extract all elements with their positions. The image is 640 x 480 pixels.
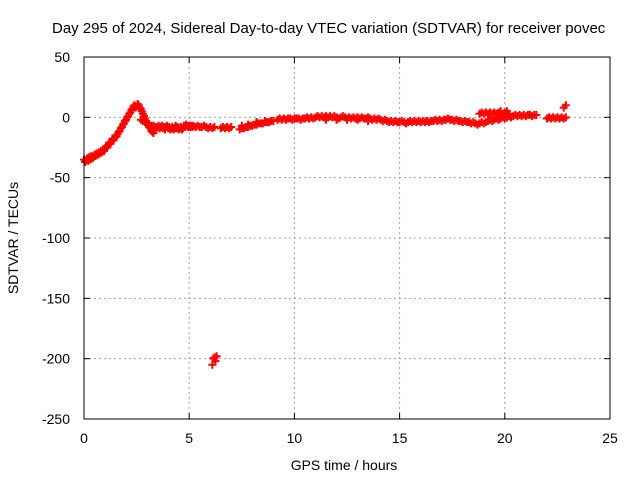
- data-point: [237, 121, 246, 130]
- y-tick-label: -150: [42, 290, 70, 306]
- data-point: [353, 115, 362, 124]
- chart-title: Day 295 of 2024, Sidereal Day-to-day VTE…: [52, 20, 606, 37]
- y-tick-label: -100: [42, 230, 70, 246]
- x-tick-label: 25: [602, 430, 618, 446]
- data-point: [212, 352, 221, 361]
- data-point: [252, 118, 261, 127]
- x-tick-label: 15: [392, 430, 408, 446]
- y-tick-label: -200: [42, 351, 70, 367]
- data-point: [561, 101, 570, 110]
- y-axis-label: SDTVAR / TECUs: [5, 182, 21, 294]
- data-point: [332, 115, 341, 124]
- data-point: [343, 115, 351, 124]
- x-tick-label: 10: [287, 430, 303, 446]
- data-point: [321, 115, 330, 124]
- x-tick-label: 5: [185, 430, 193, 446]
- x-tick-labels: 0 5 10 15 20 25: [80, 430, 618, 446]
- data-point: [210, 122, 219, 131]
- data-point: [532, 110, 541, 119]
- y-tick-label: -50: [50, 170, 70, 186]
- y-tick-label: -250: [42, 411, 70, 427]
- y-tick-label: 0: [62, 109, 70, 125]
- plot-frame: [83, 56, 611, 420]
- x-tick-label: 0: [80, 430, 88, 446]
- data-point: [260, 116, 269, 125]
- data-point: [244, 120, 253, 129]
- data-point: [227, 122, 236, 131]
- x-tick-label: 20: [497, 430, 513, 446]
- y-tick-label: 50: [54, 49, 70, 65]
- data-point: [211, 357, 220, 366]
- x-axis-label: GPS time / hours: [291, 457, 398, 473]
- y-tick-labels: -250 -200 -150 -100 -50 0 50: [42, 49, 70, 427]
- data-series-sdtvar: [80, 100, 570, 369]
- data-point: [561, 113, 570, 122]
- data-point: [364, 116, 373, 125]
- data-point: [269, 116, 278, 125]
